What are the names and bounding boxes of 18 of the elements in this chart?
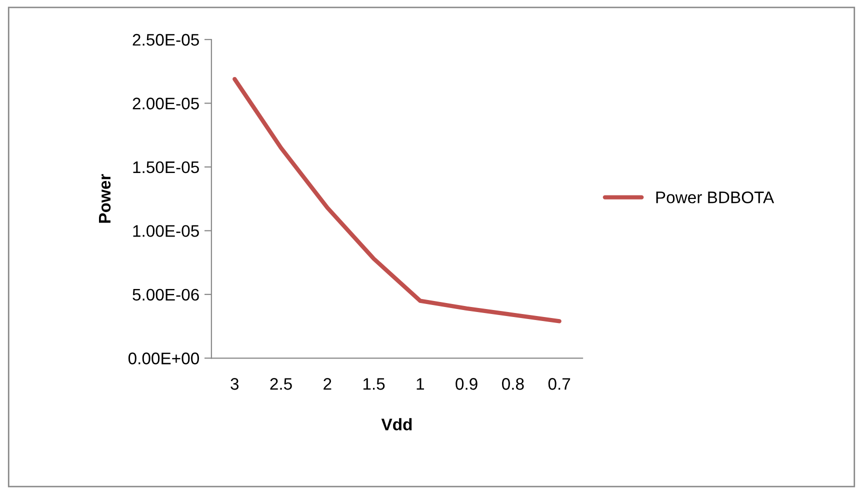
line-series [232, 76, 562, 324]
x-tick-label: 0.7 [548, 378, 570, 390]
x-tick-label: 1.5 [363, 378, 385, 390]
legend-label: Power BDBOTA [656, 192, 774, 204]
x-tick-label: 1 [416, 378, 424, 390]
y-tick-label: 5.00E-06 [132, 288, 199, 301]
y-tick-label: 1.50E-05 [133, 161, 199, 174]
x-tick-label: 0.8 [502, 378, 524, 390]
y-tick-label: 1.00E-05 [133, 225, 199, 237]
x-tick-label: 0.9 [456, 378, 478, 390]
y-axis-title: Power [98, 174, 111, 223]
x-tick-label: 3 [230, 378, 239, 390]
y-tick-label: 2.00E-05 [132, 98, 199, 110]
y-tick-label: 2.50E-05 [132, 34, 199, 46]
x-tick-label: 2.5 [270, 378, 292, 390]
x-axis-title: Vdd [381, 418, 412, 430]
y-tick-label: 0.00E+00 [128, 352, 199, 364]
x-tick-label: 2 [324, 378, 332, 390]
